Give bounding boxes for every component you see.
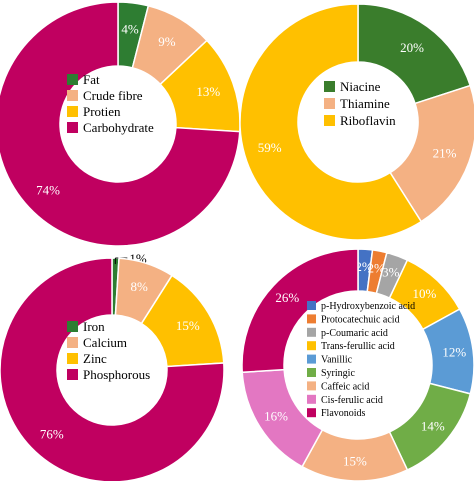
slice-label-thiamine: 21%: [433, 146, 457, 161]
slice-label-zinc: 15%: [176, 318, 200, 333]
slice-label-flavonoids: 26%: [275, 290, 299, 305]
slice-label-riboflavin: 59%: [258, 140, 282, 155]
legend-label-niacine: Niacine: [340, 79, 381, 94]
legend-4: p-Hydroxybenzoic acid Protocatechuic acid…: [307, 301, 415, 419]
slice-label-carbohydrate: 74%: [36, 182, 60, 197]
slice-label-niacine: 20%: [400, 40, 424, 55]
legend-swatch-p-hydroxybenzoic-acid: [307, 301, 316, 310]
slice-label-trans-ferullic-acid: 10%: [412, 286, 436, 301]
slice-label-crude-fibre: 9%: [158, 34, 176, 49]
legend-label-syringic: Syringic: [321, 368, 355, 379]
slice-label-vanillic: 12%: [442, 344, 466, 359]
legend-label-p-coumaric-acid: p-Coumaric acid: [321, 328, 388, 339]
legend-label-crude-fibre: Crude fibre: [83, 88, 143, 103]
slice-phosphorous: [0, 257, 225, 481]
slice-label-protien: 13%: [196, 84, 220, 99]
donut-chart-2: 20% 21% 59% Niacine Thiamine Riboflavin: [239, 3, 474, 241]
legend-swatch-protocatechuic-acid: [307, 314, 316, 324]
legend-label-carbohydrate: Carbohydrate: [83, 120, 154, 135]
legend-swatch-syringic: [307, 368, 316, 377]
slice-label-p-coumaric-acid: 3%: [382, 265, 400, 280]
legend-label-iron: Iron: [83, 319, 105, 334]
legend-swatch-thiamine: [324, 98, 335, 109]
legend-label-thiamine: Thiamine: [340, 96, 390, 111]
slice-riboflavin: [239, 3, 423, 241]
legend-swatch-vanillic: [307, 354, 316, 364]
legend-swatch-trans-ferullic-acid: [307, 341, 316, 351]
legend-label-phosphorous: Phosphorous: [83, 367, 150, 382]
legend-swatch-iron: [67, 321, 78, 332]
slice-label-phosphorous: 76%: [40, 427, 64, 442]
legend-label-trans-ferullic-acid: Trans-ferullic acid: [321, 341, 395, 352]
legend-swatch-crude-fibre: [67, 90, 78, 101]
legend-swatch-phosphorous: [67, 369, 78, 380]
legend-swatch-protien: [67, 106, 78, 117]
legend-label-caffeic-acid: Caffeic acid: [321, 381, 369, 392]
slice-label-protocatechuic-acid: 2%: [368, 261, 386, 276]
legend-swatch-carbohydrate: [67, 122, 78, 133]
slice-label-p-hydroxybenzoic-acid: 2%: [355, 259, 373, 274]
legend-label-vanillic: Vanillic: [321, 355, 353, 366]
slice-label-caffeic-acid: 15%: [343, 453, 367, 468]
legend-swatch-flavonoids: [307, 408, 316, 418]
legend-swatch-niacine: [324, 81, 335, 92]
legend-swatch-caffeic-acid: [307, 381, 316, 391]
slice-carbohydrate: [0, 1, 241, 247]
legend-label-fat: Fat: [83, 72, 100, 87]
legend-2: Niacine Thiamine Riboflavin: [324, 79, 396, 128]
legend-swatch-p-coumaric-acid: [307, 327, 316, 337]
slice-label-calcium: 8%: [131, 279, 149, 294]
legend-label-calcium: Calcium: [83, 335, 127, 350]
slice-flavonoids: [241, 248, 359, 374]
donut-chart-4: 2%2%3%10%12%14%15%16%26%p-Hydroxybenzoic…: [241, 248, 474, 481]
legend-label-protien: Protien: [83, 104, 121, 119]
legend-swatch-zinc: [67, 353, 78, 364]
legend-label-flavonoids: Flavonoids: [321, 408, 366, 419]
slice-label-fat: 4%: [121, 21, 139, 36]
legend-label-zinc: Zinc: [83, 351, 107, 366]
legend-label-p-hydroxybenzoic-acid: p-Hydroxybenzoic acid: [321, 301, 415, 312]
legend-swatch-fat: [67, 74, 78, 85]
legend-label-protocatechuic-acid: Protocatechuic acid: [321, 314, 400, 325]
slice-label-cis-ferulic-acid: 16%: [264, 408, 288, 423]
legend-swatch-cis-ferulic-acid: [307, 394, 316, 404]
legend-swatch-calcium: [67, 337, 78, 348]
legend-label-riboflavin: Riboflavin: [340, 113, 396, 128]
legend-label-cis-ferulic-acid: Cis-ferulic acid: [321, 395, 383, 406]
slice-label-syringic: 14%: [421, 418, 445, 433]
slice-niacine: [357, 3, 472, 105]
legend-swatch-riboflavin: [324, 115, 335, 126]
slice-thiamine: [389, 84, 474, 223]
